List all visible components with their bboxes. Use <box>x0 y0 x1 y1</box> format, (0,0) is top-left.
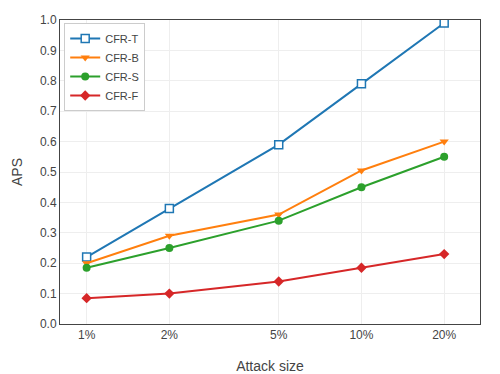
svg-text:0.6: 0.6 <box>40 135 57 149</box>
svg-text:20%: 20% <box>432 328 456 342</box>
svg-text:Attack size: Attack size <box>236 358 304 374</box>
svg-text:CFR-F: CFR-F <box>105 90 138 102</box>
svg-text:CFR-B: CFR-B <box>105 52 139 64</box>
svg-text:0.2: 0.2 <box>40 256 57 270</box>
svg-text:5%: 5% <box>270 328 288 342</box>
svg-text:2%: 2% <box>161 328 179 342</box>
svg-text:0.3: 0.3 <box>40 226 57 240</box>
svg-text:0.5: 0.5 <box>40 165 57 179</box>
svg-text:CFR-S: CFR-S <box>105 71 139 83</box>
svg-text:0.0: 0.0 <box>40 317 57 331</box>
svg-text:CFR-T: CFR-T <box>105 33 138 45</box>
svg-text:0.8: 0.8 <box>40 74 57 88</box>
svg-text:1%: 1% <box>78 328 96 342</box>
svg-text:0.4: 0.4 <box>40 196 57 210</box>
svg-text:0.7: 0.7 <box>40 104 57 118</box>
svg-text:10%: 10% <box>349 328 373 342</box>
svg-text:1.0: 1.0 <box>40 13 57 27</box>
svg-text:0.9: 0.9 <box>40 44 57 58</box>
svg-text:0.1: 0.1 <box>40 287 57 301</box>
svg-text:APS: APS <box>9 158 25 186</box>
